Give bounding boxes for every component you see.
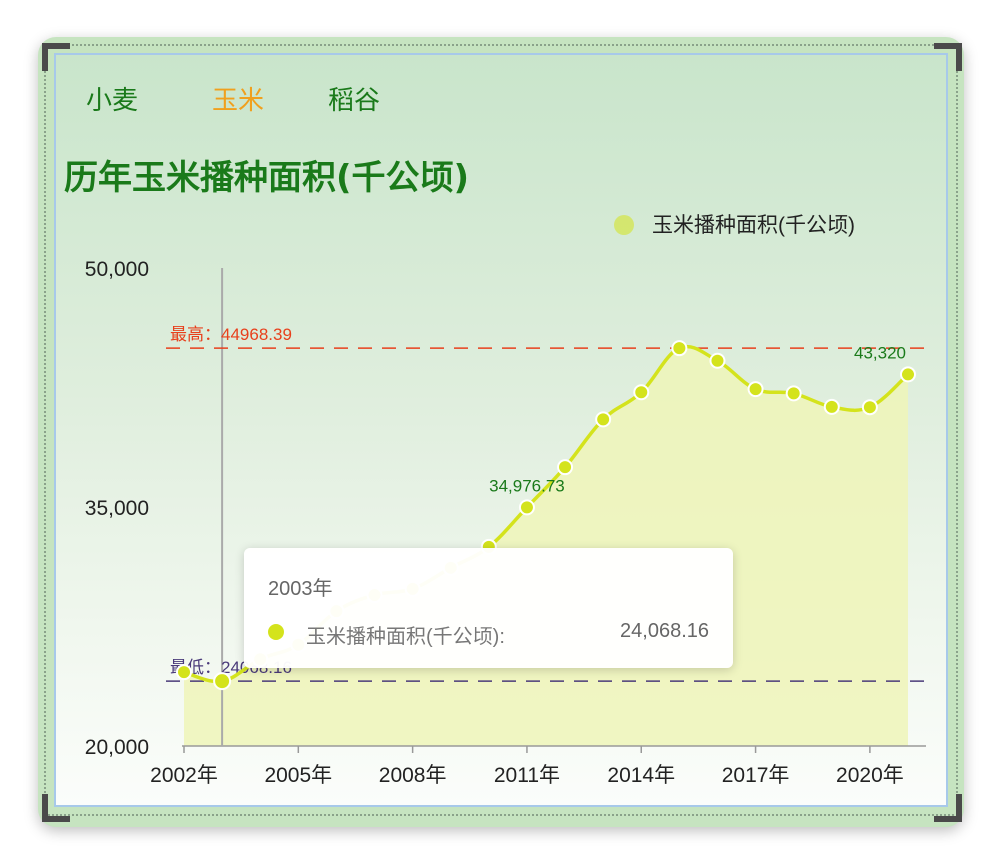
data-label: 34,976.73 bbox=[489, 476, 565, 495]
data-point bbox=[633, 384, 650, 401]
x-tick-label: 2020年 bbox=[836, 764, 904, 787]
data-point bbox=[861, 399, 878, 416]
x-tick-label: 2017年 bbox=[722, 764, 790, 787]
data-point bbox=[900, 366, 916, 383]
tab-corn[interactable]: 玉米 bbox=[212, 85, 265, 115]
x-tick-label: 2002年 bbox=[150, 764, 218, 787]
corner-bracket-top-right bbox=[934, 43, 962, 71]
x-tick-label: 2014年 bbox=[607, 764, 675, 787]
data-point bbox=[595, 411, 612, 428]
tooltip-value: 24,068.16 bbox=[620, 620, 709, 642]
x-tick-label: 2011年 bbox=[494, 764, 560, 787]
tab-rice[interactable]: 稻谷 bbox=[328, 85, 381, 115]
x-tick-label: 2005年 bbox=[264, 764, 332, 787]
legend-label: 玉米播种面积(千公顷) bbox=[652, 214, 855, 237]
y-tick-label: 35,000 bbox=[85, 497, 149, 520]
data-point bbox=[557, 459, 574, 476]
tooltip-series-dot bbox=[268, 624, 284, 640]
y-tick-label: 20,000 bbox=[85, 736, 149, 759]
data-point bbox=[213, 672, 232, 691]
x-tick-label: 2008年 bbox=[379, 764, 447, 787]
chart-tooltip: 2003年 玉米播种面积(千公顷): 24,068.16 bbox=[244, 548, 733, 668]
legend-marker bbox=[614, 215, 634, 235]
max-marker-label: 最高：44968.39 bbox=[170, 325, 292, 344]
chart-title: 历年玉米播种面积(千公顷) bbox=[64, 158, 470, 198]
tab-wheat[interactable]: 小麦 bbox=[86, 85, 139, 115]
data-point bbox=[823, 398, 840, 415]
data-point bbox=[747, 381, 764, 398]
data-point bbox=[709, 352, 726, 369]
data-point bbox=[518, 499, 535, 516]
corner-bracket-bottom-left bbox=[42, 794, 70, 822]
series-area bbox=[184, 346, 908, 746]
tooltip-series-name: 玉米播种面积(千公顷): bbox=[306, 626, 505, 648]
tooltip-title: 2003年 bbox=[268, 578, 333, 600]
corner-bracket-bottom-right bbox=[934, 794, 962, 822]
corner-bracket-top-left bbox=[42, 43, 70, 71]
data-point bbox=[785, 385, 802, 402]
y-tick-label: 50,000 bbox=[85, 258, 149, 281]
data-label: 43,320 bbox=[854, 343, 906, 362]
data-point bbox=[176, 664, 192, 681]
data-point bbox=[671, 340, 688, 357]
